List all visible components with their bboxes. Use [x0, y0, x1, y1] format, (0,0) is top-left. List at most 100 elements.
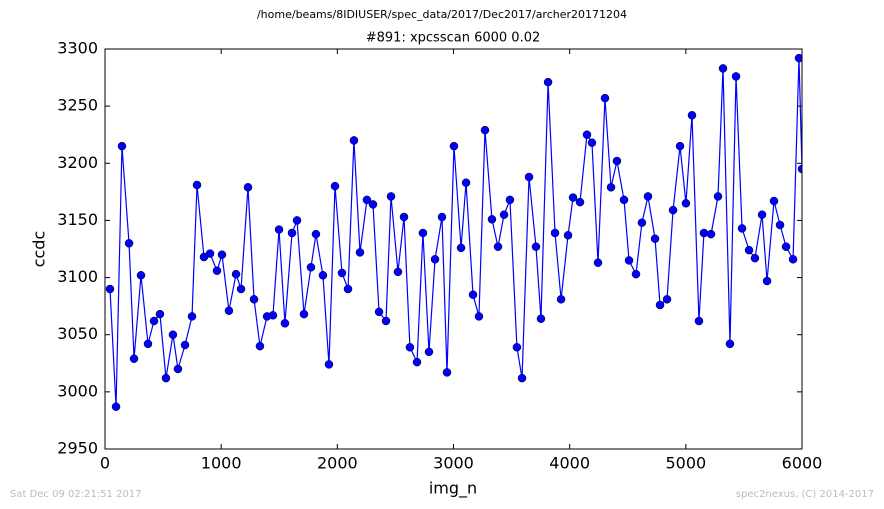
data-point — [797, 164, 802, 174]
data-point — [531, 242, 541, 251]
data-point — [117, 141, 127, 151]
data-point — [217, 250, 227, 259]
y-tick-label: 3250 — [57, 96, 98, 115]
data-point — [606, 183, 616, 192]
data-point — [306, 263, 316, 272]
data-point — [512, 343, 522, 352]
data-point — [249, 295, 259, 304]
y-tick-label: 3050 — [57, 324, 98, 343]
data-point — [788, 255, 798, 264]
data-point — [668, 205, 678, 215]
x-tick-label: 6000 — [782, 454, 823, 473]
data-point — [136, 271, 146, 280]
y-tick-label: 2950 — [57, 439, 98, 458]
data-point — [637, 218, 647, 227]
plot-area — [105, 53, 802, 411]
data-point — [468, 290, 478, 299]
data-point — [775, 220, 785, 230]
data-point — [662, 295, 672, 304]
data-point — [143, 339, 153, 349]
data-point — [442, 368, 452, 377]
data-point — [386, 192, 396, 201]
y-tick-label: 3300 — [57, 39, 98, 58]
data-point — [624, 256, 634, 265]
suptitle: /home/beams/8IDIUSER/spec_data/2017/Dec2… — [257, 8, 627, 21]
data-point — [212, 266, 222, 275]
data-point — [575, 197, 585, 207]
data-point — [161, 373, 171, 383]
data-point — [550, 228, 560, 238]
data-point — [405, 343, 415, 352]
data-point — [718, 64, 728, 73]
data-point — [631, 269, 641, 279]
data-point — [706, 229, 716, 239]
data-point — [268, 311, 278, 320]
data-point — [280, 319, 290, 328]
data-point — [794, 53, 802, 63]
data-point — [231, 269, 241, 279]
data-point — [362, 195, 372, 205]
plot-frame — [104, 48, 803, 450]
data-point — [430, 255, 440, 264]
data-point — [543, 77, 553, 87]
y-tick-label: 3200 — [57, 153, 98, 172]
data-point — [725, 339, 735, 349]
data-point — [105, 284, 115, 294]
x-tick-label: 3000 — [433, 454, 474, 473]
data-point — [437, 212, 447, 222]
data-point — [587, 138, 597, 147]
data-point — [173, 364, 183, 374]
data-point — [292, 216, 302, 225]
data-point — [517, 373, 527, 383]
data-point — [643, 192, 653, 201]
data-point — [318, 271, 328, 280]
data-point — [412, 357, 422, 367]
data-point — [299, 309, 309, 319]
x-tick-label: 1000 — [201, 454, 242, 473]
data-point — [330, 181, 340, 191]
data-point — [675, 141, 685, 151]
data-point — [699, 228, 709, 238]
data-point — [129, 354, 139, 363]
data-point — [750, 253, 760, 263]
data-point — [694, 316, 704, 326]
chart-title: #891: xpcsscan 6000 0.02 — [366, 31, 541, 46]
x-axis-label: img_n — [429, 479, 477, 499]
data-point — [311, 229, 321, 239]
data-point — [449, 141, 459, 151]
data-point — [124, 239, 134, 248]
data-point — [582, 130, 592, 139]
data-point — [713, 192, 723, 201]
data-point — [461, 178, 471, 187]
data-point — [287, 228, 297, 238]
x-tick-label: 0 — [100, 454, 110, 473]
data-point — [168, 330, 178, 339]
data-point — [381, 316, 391, 326]
data-point — [418, 228, 428, 238]
data-point — [111, 402, 121, 411]
data-point — [781, 242, 791, 251]
footer-right: spec2nexus, (C) 2014-2017 — [736, 489, 874, 500]
data-point — [337, 268, 347, 278]
data-point — [180, 340, 190, 350]
data-point — [499, 210, 509, 219]
data-point — [274, 225, 284, 234]
y-tick-label: 3100 — [57, 267, 98, 286]
data-point — [349, 136, 359, 145]
footer-left: Sat Dec 09 02:21:51 2017 — [10, 489, 142, 500]
y-tick-label: 3150 — [57, 210, 98, 229]
data-point — [612, 156, 622, 166]
data-point — [655, 300, 665, 310]
data-point — [374, 307, 384, 317]
data-point — [737, 224, 747, 233]
data-point — [243, 183, 253, 192]
data-point — [424, 347, 434, 357]
data-point — [769, 196, 779, 206]
data-point — [324, 360, 334, 369]
data-point — [731, 72, 741, 81]
data-point — [619, 195, 629, 205]
data-point — [524, 172, 534, 182]
data-point — [493, 242, 503, 251]
